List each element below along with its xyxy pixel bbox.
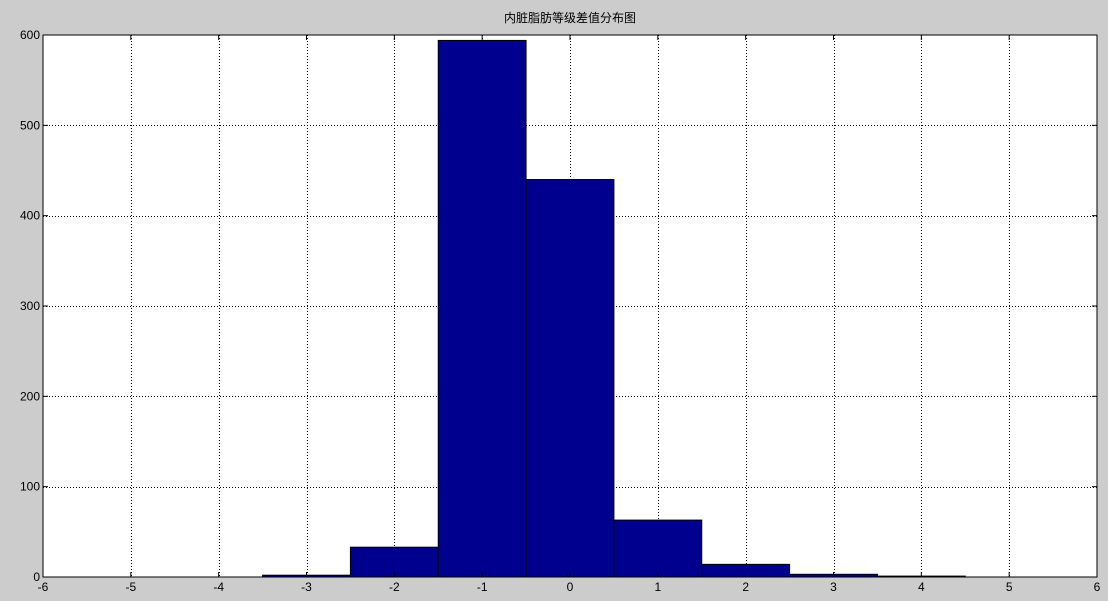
histogram-bar bbox=[525, 179, 615, 578]
y-tick-label: 300 bbox=[20, 299, 40, 313]
y-tick-label: 100 bbox=[20, 480, 40, 494]
x-tick-label: -5 bbox=[125, 580, 136, 594]
x-tick-label: -3 bbox=[301, 580, 312, 594]
x-tick-label: 4 bbox=[918, 580, 925, 594]
histogram-bar bbox=[437, 39, 527, 578]
x-tick-label: -4 bbox=[213, 580, 224, 594]
x-tick-label: -1 bbox=[477, 580, 488, 594]
y-tick-label: 400 bbox=[20, 209, 40, 223]
histogram-bar bbox=[613, 519, 703, 578]
y-tick-label: 0 bbox=[33, 570, 40, 584]
y-tick-label: 500 bbox=[20, 118, 40, 132]
x-tick-label: 0 bbox=[567, 580, 574, 594]
y-tick-label: 600 bbox=[20, 28, 40, 42]
x-tick-label: -2 bbox=[389, 580, 400, 594]
axis-ticks: -6 -5 -4 -3 -2 -1 0 1 2 3 4 5 6 0 100 200 300 400 500 600 bbox=[20, 28, 1101, 594]
y-tick-label: 200 bbox=[20, 389, 40, 403]
x-tick-label: 1 bbox=[654, 580, 661, 594]
x-tick-label: 3 bbox=[830, 580, 837, 594]
x-tick-label: 5 bbox=[1006, 580, 1013, 594]
x-tick-label: 6 bbox=[1094, 580, 1101, 594]
x-tick-label: 2 bbox=[742, 580, 749, 594]
x-tick-label: -6 bbox=[38, 580, 49, 594]
chart-title: 内脏脂肪等级差值分布图 bbox=[504, 10, 636, 25]
